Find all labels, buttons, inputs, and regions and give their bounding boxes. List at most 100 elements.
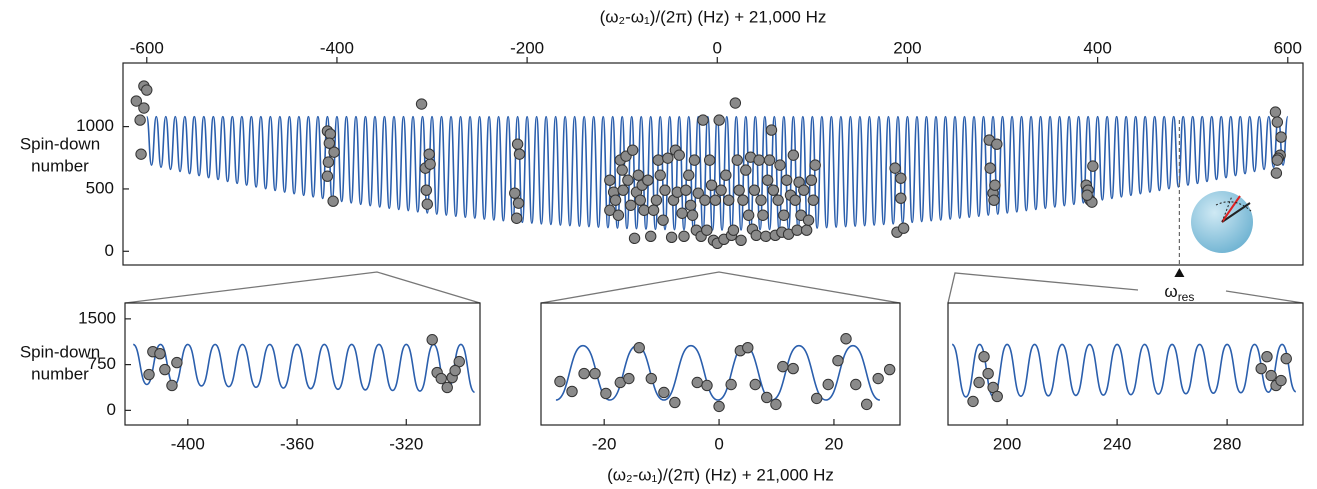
data-point [616,164,628,176]
data-point [625,199,637,211]
data-point [632,169,645,181]
plot-frame [124,302,481,426]
data-point [709,194,722,206]
data-point [988,194,1000,206]
data-point [780,174,793,186]
data-point [684,199,697,211]
data-point [426,334,438,346]
resonance-marker [1174,268,1185,277]
data-point [662,152,674,164]
data-point [510,212,523,224]
x-tick-label: 240 [1103,434,1131,453]
data-point [973,376,985,389]
data-point [860,398,873,411]
data-point [638,204,650,216]
data-point [1275,374,1287,387]
data-point [423,148,435,160]
data-point [645,372,657,385]
data-point [633,342,645,354]
data-point [154,347,166,360]
y-axis-label: number [31,364,89,383]
data-point [778,209,790,221]
data-point [1087,160,1099,172]
data-point [760,230,772,243]
plot-frame [122,62,1304,266]
data-point [512,197,525,209]
data-point [800,224,813,236]
data-point [1280,352,1292,365]
data-point [895,172,907,184]
data-point [441,381,453,394]
data-point [686,209,699,221]
data-point [421,198,433,210]
data-point [642,174,654,186]
data-point [991,138,1003,150]
data-point [720,169,732,181]
data-point [323,137,336,149]
fit-line [555,344,881,401]
data-point [822,378,834,391]
data-point [699,194,711,206]
data-point [715,184,727,196]
arrow [1221,195,1233,223]
panel: -600 -400 -200 0 200 400 600 0 500 1000 (ω₂-ω₁)/(2… [20,7,1304,304]
data-point [897,222,910,234]
data-point [807,194,820,206]
data-point [787,149,800,161]
data-point [1270,167,1283,179]
data-point [984,162,996,174]
x-tick-label: 0 [714,434,723,453]
fit-line [145,115,1289,231]
data-point [850,378,862,391]
data-point [722,194,735,206]
data-point [750,229,762,242]
data-point [770,398,782,411]
fit-line [951,343,1297,398]
y-tick-label: 500 [86,178,114,197]
data-point [617,184,629,196]
data-point [435,372,447,385]
zoom-connector [540,271,901,304]
data-point [1275,131,1287,143]
x-tick-label: -400 [320,38,354,57]
x-tick-label: 0 [713,38,722,57]
zoom-connector [124,271,481,304]
data-point [713,114,725,126]
data-point [604,204,616,216]
data-point [1255,362,1267,375]
data-point [765,124,778,136]
data-point [626,144,639,156]
data-point [578,367,590,380]
data-point [731,154,743,166]
data-point [511,138,524,150]
data-point [701,379,713,392]
data-point [982,367,994,380]
arrow [1221,195,1241,223]
data-point [680,184,692,196]
data-point [811,392,823,405]
data-point [166,379,178,392]
plot-area [132,334,476,394]
x-tick-label: 280 [1213,434,1241,453]
x-axis-label: (ω₂-ω₁)/(2π) (Hz) + 21,000 Hz [607,465,834,484]
data-point [623,372,635,385]
data-point [737,194,749,206]
data-point [657,214,669,226]
x-tick-label: -360 [280,434,314,453]
data-point [647,204,660,216]
plot-area [951,343,1297,408]
data-point [1081,189,1093,201]
resonance-symbol: ω [1164,282,1177,301]
data-point [673,149,685,161]
data-point [840,333,852,345]
x-axis-label: (ω₂-ω₁)/(2π) (Hz) + 21,000 Hz [600,7,827,26]
panel: 200 240 280 [947,302,1304,453]
data-point [748,184,761,196]
y-tick-label: 0 [105,241,114,260]
data-point [645,230,657,243]
data-point [566,385,578,398]
panel: -20 0 20 (ω₂-ω₁)/(2π) (Hz) + 21,000 Hz [540,302,901,484]
x-tick-label: 200 [993,434,1021,453]
data-point [554,375,566,388]
data-point [742,342,754,354]
